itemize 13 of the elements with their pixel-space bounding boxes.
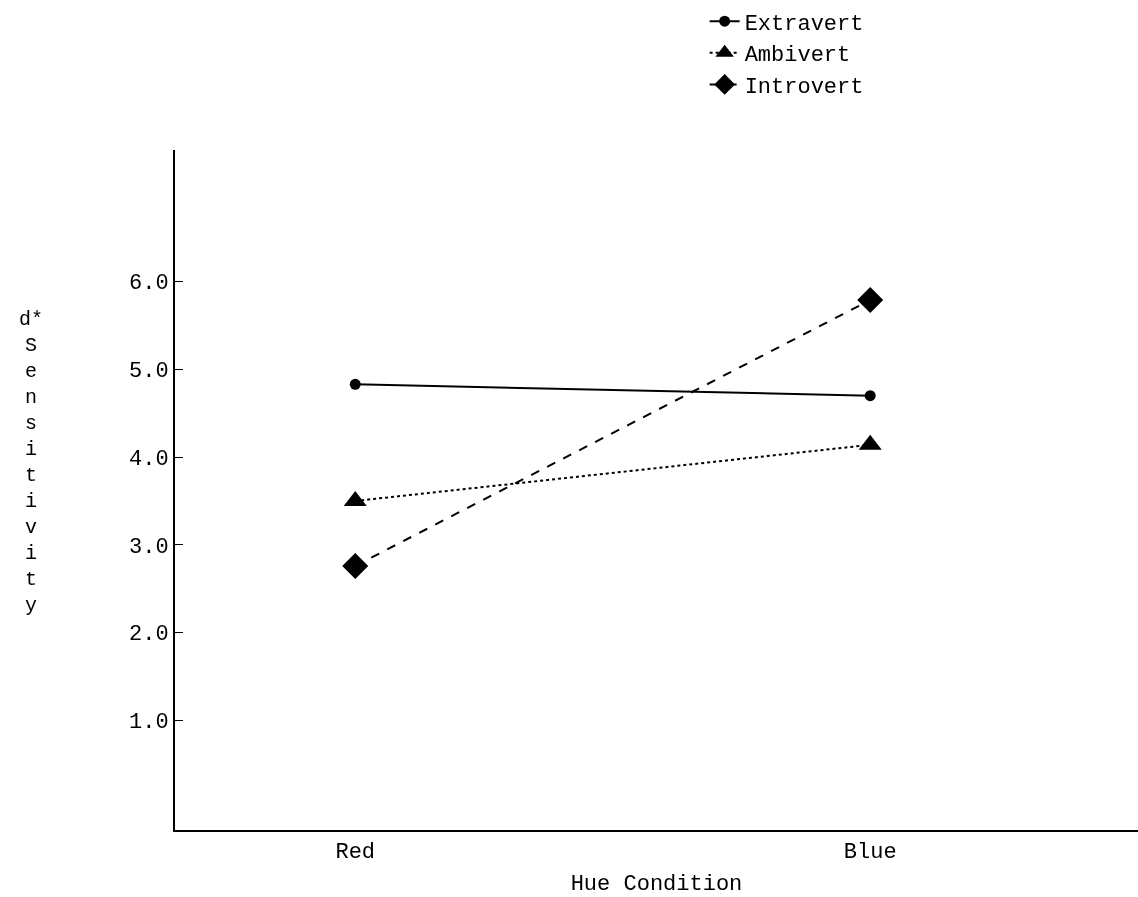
text: d* Sensitivity [19,308,44,617]
legend-label: Ambivert [744,43,851,69]
y-tick-label: 1.0 [128,710,169,736]
y-tick-label: 4.0 [128,446,169,472]
legend-label: Extravert [744,11,864,37]
x-tick-label: Red [335,840,376,866]
x-tick-label: Blue [843,840,897,866]
y-tick-label: 3.0 [128,534,169,560]
y-tick-label: 5.0 [128,359,169,385]
x-axis-title: Hue Condition [570,872,743,897]
y-tick-label: 6.0 [128,271,169,297]
legend-label: Introvert [744,74,864,100]
y-tick-label: 2.0 [128,622,169,648]
